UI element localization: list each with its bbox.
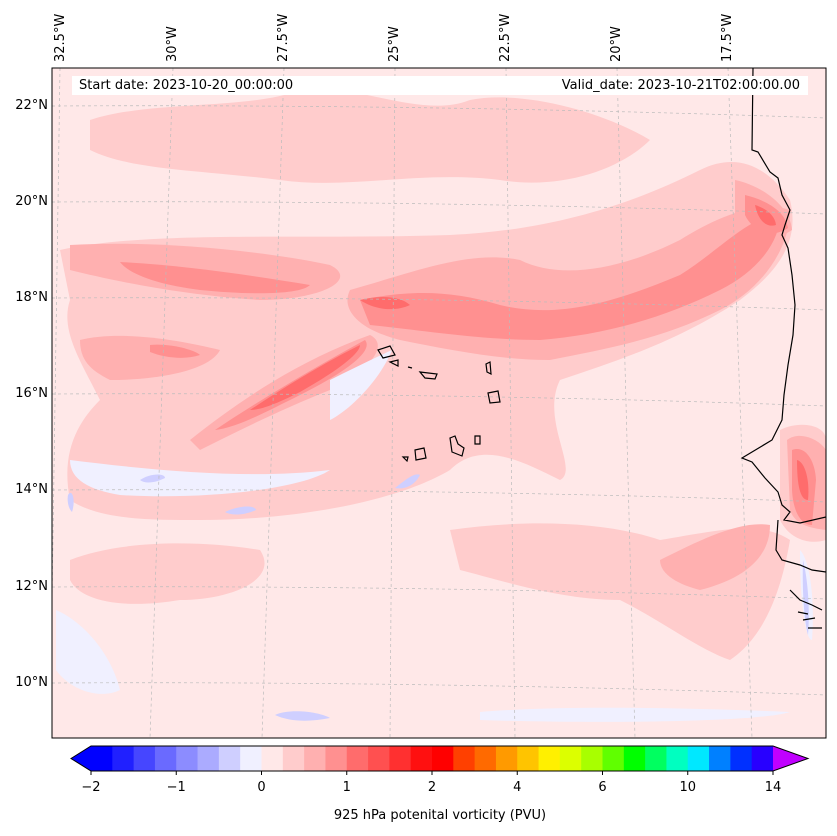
colorbar-segment: [240, 746, 262, 771]
colorbar-segment: [346, 746, 369, 771]
lat-label: 20°N: [15, 194, 48, 209]
graticule: [52, 68, 826, 738]
colorbar-segment: [581, 746, 603, 771]
colorbar-tick-label: 14: [764, 780, 782, 795]
colorbar-segment: [410, 746, 433, 771]
colorbar-segment: [389, 746, 412, 771]
colorbar-segment: [709, 746, 731, 771]
colorbar-segment: [559, 746, 582, 771]
colorbar-segment: [112, 746, 135, 771]
colorbar-segment: [687, 746, 710, 771]
colorbar-segment: [218, 746, 241, 771]
colorbar-tick-label: 4: [513, 780, 522, 795]
lat-label: 22°N: [15, 98, 48, 113]
colorbar-segment: [623, 746, 646, 771]
map-frame: [51, 67, 827, 739]
colorbar-extend-low: [71, 746, 91, 771]
lat-label: 10°N: [15, 675, 48, 690]
colorbar-segment: [453, 746, 476, 771]
colorbar-segment: [261, 746, 284, 771]
colorbar-label: 925 hPa potenital vorticity (PVU): [333, 808, 547, 823]
colorbar-tick-label: 2: [427, 780, 437, 795]
colorbar-segment: [325, 746, 348, 771]
colorbar-segment: [602, 746, 625, 771]
pv-field: [52, 68, 826, 738]
colorbar: [70, 745, 810, 775]
lon-label: 17.5°W: [720, 13, 735, 62]
colorbar-segment: [176, 746, 199, 771]
lon-label: 32.5°W: [53, 13, 68, 62]
colorbar-segment: [538, 746, 561, 771]
lon-label: 25°W: [387, 26, 402, 62]
colorbar-tick-label: 6: [598, 780, 607, 795]
lon-label: 30°W: [165, 26, 180, 62]
colorbar-segment: [133, 746, 156, 771]
lat-label: 14°N: [15, 482, 48, 497]
colorbar-extend-high: [773, 746, 808, 771]
colorbar-segment: [432, 746, 454, 771]
coastline: [377, 68, 826, 629]
colorbar-segment: [495, 746, 518, 771]
colorbar-segment: [751, 746, 774, 771]
lon-label: 27.5°W: [276, 13, 291, 62]
colorbar-segment: [154, 746, 177, 771]
lat-label: 12°N: [15, 579, 48, 594]
colorbar-tick-label: −2: [81, 780, 101, 795]
colorbar-segment: [666, 746, 689, 771]
valid-date: Valid_date: 2023-10-21T02:00:00.00: [561, 78, 800, 93]
colorbar-tick-label: −1: [166, 780, 186, 795]
colorbar-segment: [197, 746, 220, 771]
colorbar-segment: [282, 746, 305, 771]
lon-label: 22.5°W: [498, 13, 513, 62]
colorbar-segment: [730, 746, 753, 771]
colorbar-segment: [474, 746, 497, 771]
lon-label: 20°W: [609, 26, 624, 62]
start-date: Start date: 2023-10-20_00:00:00: [79, 78, 294, 93]
colorbar-segment: [517, 746, 540, 771]
date-header: Start date: 2023-10-20_00:00:00 Valid_da…: [72, 76, 808, 95]
lat-label: 16°N: [15, 386, 48, 401]
colorbar-segment: [304, 746, 326, 771]
colorbar-tick-label: 10: [679, 780, 697, 795]
colorbar-segment: [368, 746, 390, 771]
colorbar-segment: [645, 746, 667, 771]
colorbar-tick-label: 0: [257, 780, 266, 795]
colorbar-tick-label: 1: [342, 780, 351, 795]
lat-label: 18°N: [15, 290, 48, 305]
colorbar-segment: [91, 746, 113, 771]
